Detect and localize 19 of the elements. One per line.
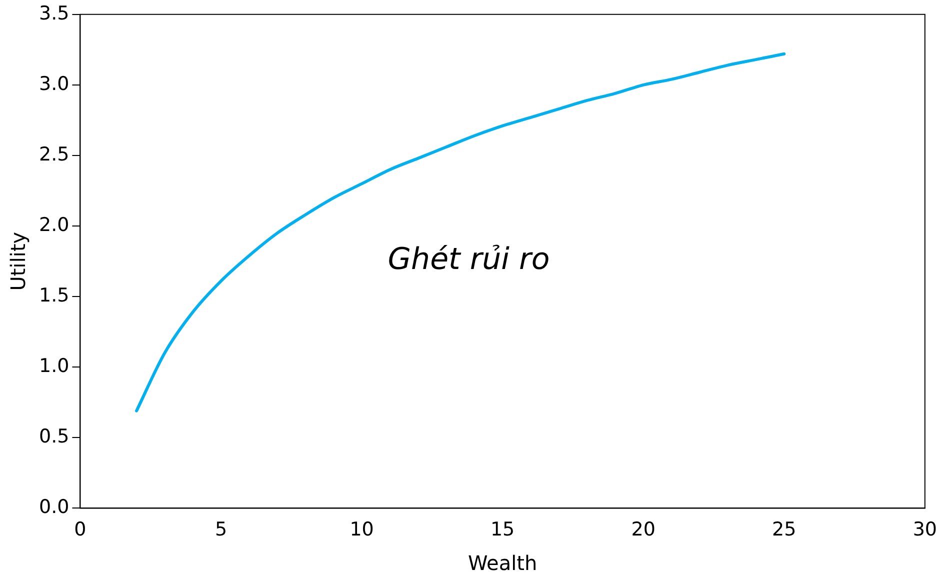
y-tick-label: 3.0 [39, 72, 70, 95]
x-tick-label: 25 [772, 518, 796, 541]
x-tick-label: 5 [214, 518, 228, 541]
x-tick-label: 10 [350, 518, 374, 541]
y-tick-label: 1.0 [39, 355, 70, 378]
y-tick-label: 2.0 [39, 214, 70, 236]
y-tick-label: 1.5 [39, 284, 70, 307]
x-axis-title: Wealth [468, 551, 538, 576]
y-tick-label: 0.0 [39, 496, 70, 518]
x-tick-label: 30 [912, 518, 938, 541]
y-tick-label: 3.5 [39, 2, 70, 24]
x-tick-label: 0 [74, 518, 86, 541]
annotation: Ghét rủi ro [388, 242, 550, 278]
y-tick-label: 0.5 [39, 426, 70, 448]
x-tick-label: 15 [490, 518, 515, 541]
y-axis-title: Utility [6, 232, 30, 291]
y-tick-label: 2.5 [39, 143, 70, 166]
x-tick-label: 20 [631, 518, 656, 541]
line-series [135, 52, 786, 412]
